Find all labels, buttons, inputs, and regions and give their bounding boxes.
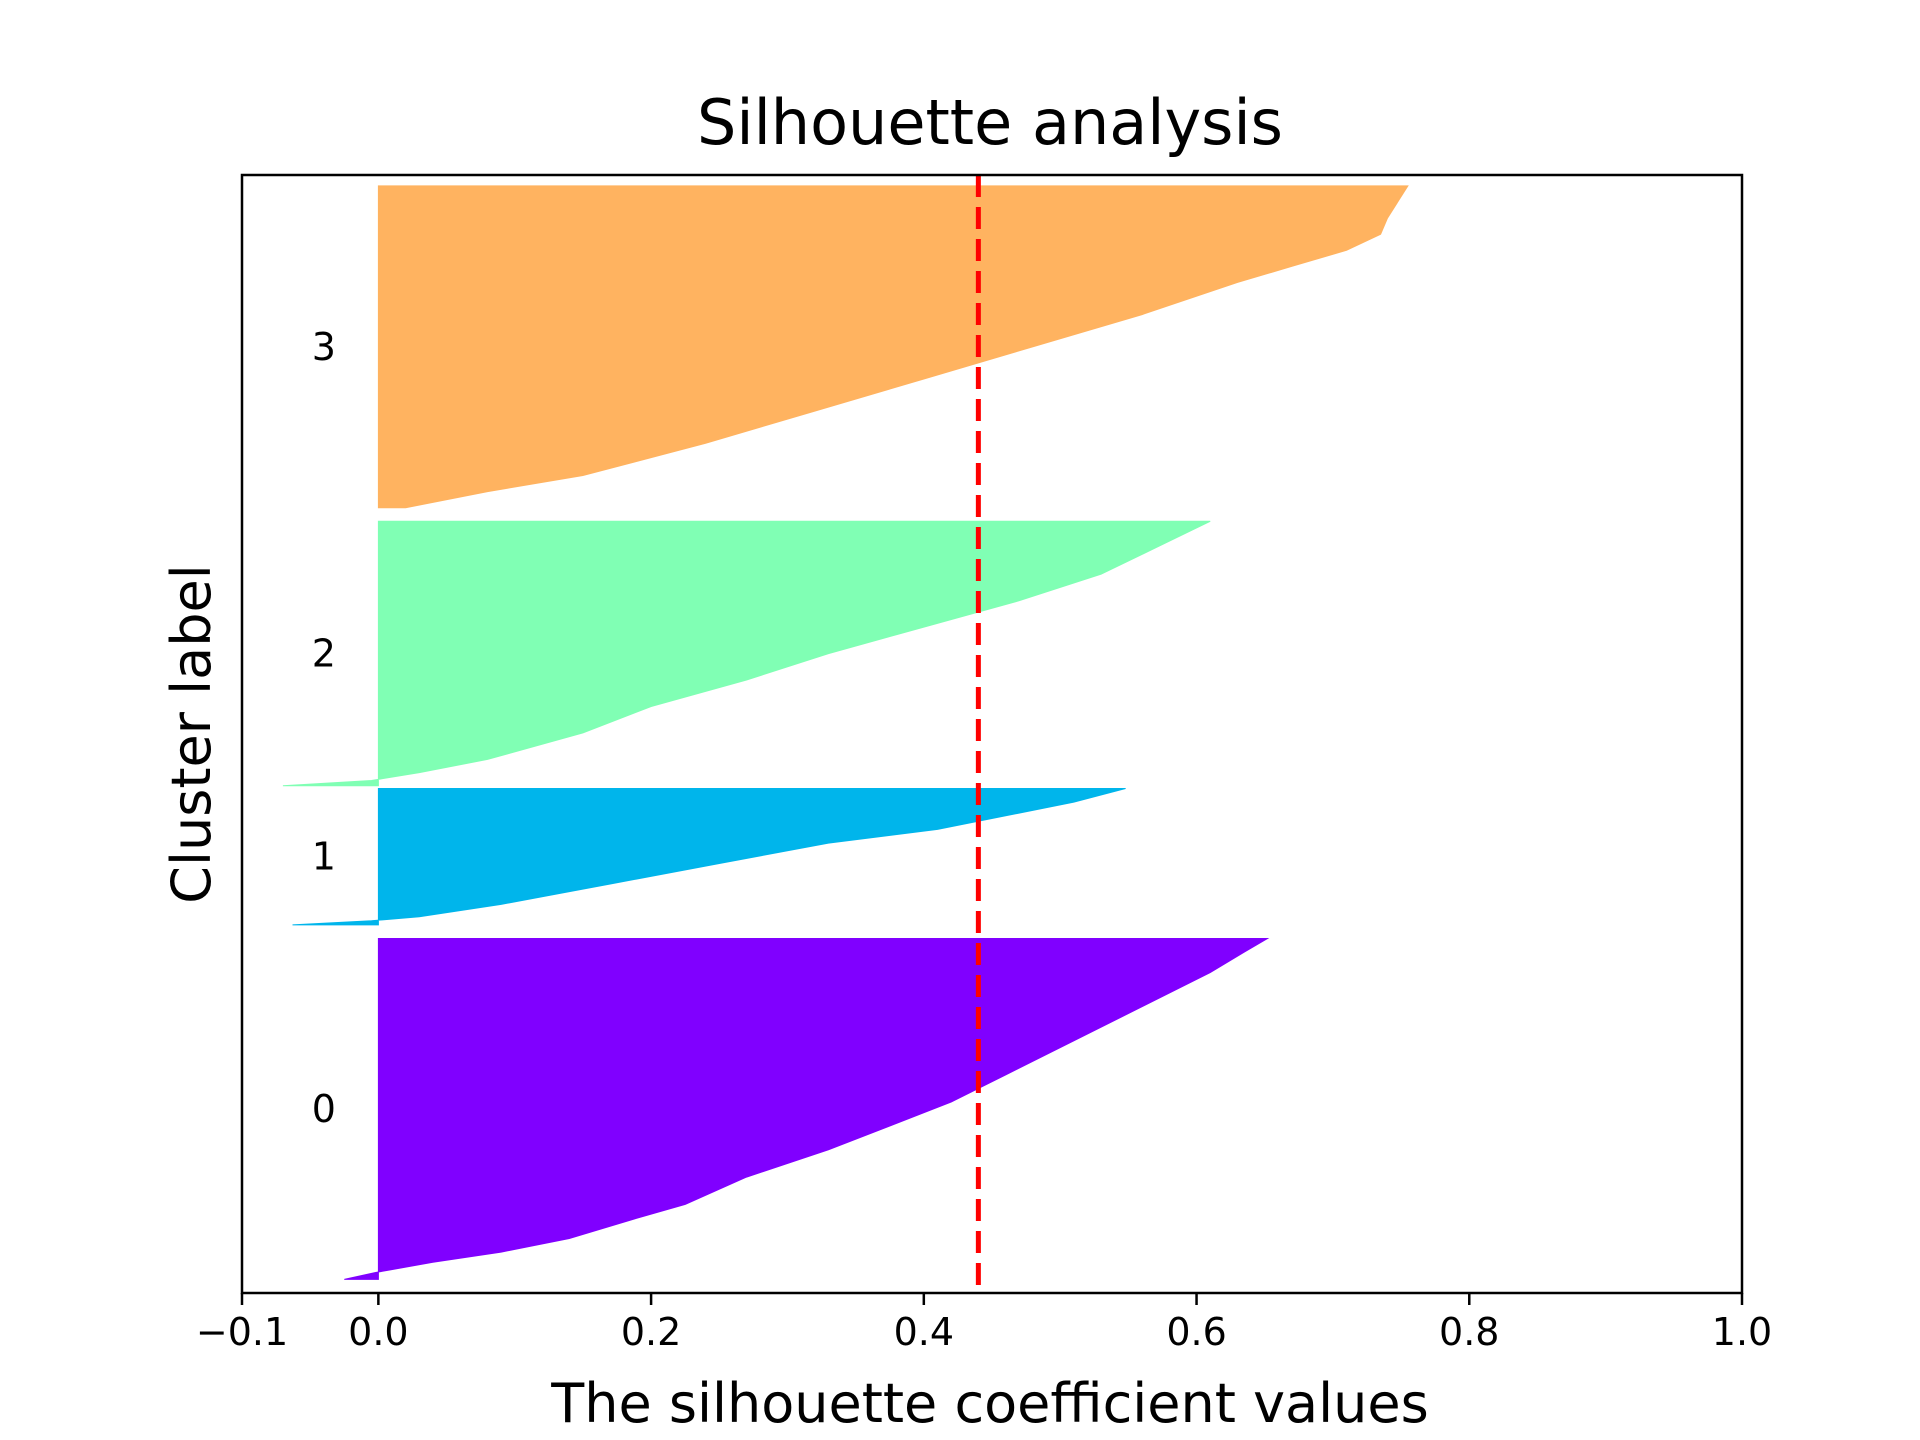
chart-title: Silhouette analysis <box>697 86 1283 159</box>
y-axis-label: Cluster label <box>160 564 223 903</box>
x-tick-label: 1.0 <box>1712 1310 1772 1354</box>
x-tick-label: 0.6 <box>1166 1310 1226 1354</box>
axes-frame <box>240 173 1744 1295</box>
x-tick-label: 0.8 <box>1439 1310 1499 1354</box>
cluster-label-0: 0 <box>312 1087 336 1131</box>
cluster-labels: 0 1 2 3 <box>312 325 336 1131</box>
cluster-3-silhouette <box>377 185 1409 509</box>
cluster-label-1: 1 <box>312 835 336 879</box>
cluster-label-2: 2 <box>312 632 336 676</box>
x-tick-label: −0.1 <box>196 1310 288 1354</box>
x-axis-label: The silhouette coefficient values <box>550 1372 1428 1435</box>
cluster-1-silhouette <box>292 788 1126 926</box>
cluster-2-silhouette <box>282 520 1211 787</box>
plot-area <box>282 185 1409 1280</box>
cluster-2-group <box>282 520 1211 787</box>
cluster-label-3: 3 <box>312 325 336 369</box>
cluster-0-silhouette <box>344 938 1270 1280</box>
x-axis-ticks: −0.1 0.0 0.2 0.4 0.6 0.8 1.0 <box>196 1293 1772 1354</box>
cluster-1-group <box>292 788 1126 926</box>
x-tick-label: 0.0 <box>348 1310 408 1354</box>
x-tick-label: 0.2 <box>621 1310 681 1354</box>
cluster-3-group <box>377 185 1409 509</box>
cluster-0-group <box>344 938 1270 1280</box>
x-tick-label: 0.4 <box>894 1310 954 1354</box>
